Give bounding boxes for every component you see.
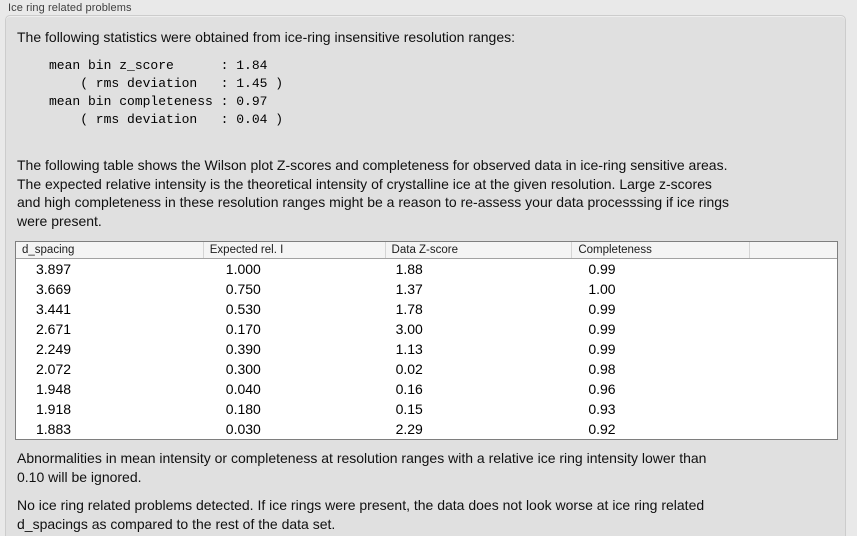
description-text: The following table shows the Wilson plo… <box>17 157 730 229</box>
table-header-row: d_spacing Expected rel. I Data Z-score Comp… <box>16 242 837 259</box>
column-header-d-spacing[interactable]: d_spacing <box>16 242 204 258</box>
table-cell: 2.671 <box>36 321 72 337</box>
table-cell: 3.669 <box>36 281 72 297</box>
table-cell: 1.000 <box>225 261 261 277</box>
table-cell <box>750 299 837 319</box>
table-cell: 0.98 <box>588 361 616 377</box>
table-row[interactable]: 2.072 0.300 0.02 0.98 <box>16 359 837 379</box>
table-body: 3.897 1.000 1.88 0.99 3.669 0.750 1.37 1.00 3.44… <box>16 259 837 439</box>
column-header-completeness[interactable]: Completeness <box>572 242 751 258</box>
column-header-spacer[interactable] <box>750 242 837 258</box>
table-row[interactable]: 2.249 0.390 1.13 0.99 <box>16 339 837 359</box>
table-row[interactable]: 1.948 0.040 0.16 0.96 <box>16 379 837 399</box>
table-cell: 0.16 <box>395 381 423 397</box>
table-cell: 0.530 <box>225 301 261 317</box>
table-cell: 0.170 <box>225 321 261 337</box>
table-cell <box>750 279 837 299</box>
table-cell: 2.29 <box>395 421 423 437</box>
note-conclusion: No ice ring related problems detected. I… <box>17 497 705 532</box>
table-cell: 1.948 <box>36 381 72 397</box>
table-cell: 0.390 <box>225 341 261 357</box>
note-ignored-threshold: Abnormalities in mean intensity or compl… <box>17 450 707 485</box>
table-cell: 1.88 <box>395 261 423 277</box>
table-cell <box>750 319 837 339</box>
table-cell: 0.99 <box>588 301 616 317</box>
stats-block: mean bin z_score : 1.84 ( rms deviation … <box>49 58 284 127</box>
table-cell: 2.072 <box>36 361 72 377</box>
table-cell: 0.99 <box>588 321 616 337</box>
table-cell <box>750 399 837 419</box>
table-row[interactable]: 1.918 0.180 0.15 0.93 <box>16 399 837 419</box>
ice-ring-panel: The following statistics were obtained f… <box>5 15 846 536</box>
table-row[interactable]: 3.669 0.750 1.37 1.00 <box>16 279 837 299</box>
table-cell <box>750 359 837 379</box>
table-cell: 0.180 <box>225 401 261 417</box>
table-cell: 1.918 <box>36 401 72 417</box>
ice-ring-table[interactable]: d_spacing Expected rel. I Data Z-score Comp… <box>15 241 838 440</box>
table-cell <box>750 419 837 439</box>
table-cell <box>750 379 837 399</box>
table-cell: 3.00 <box>395 321 423 337</box>
table-cell: 0.96 <box>588 381 616 397</box>
table-cell: 0.99 <box>588 261 616 277</box>
table-cell: 1.37 <box>395 281 423 297</box>
table-cell: 0.02 <box>395 361 423 377</box>
table-row[interactable]: 1.883 0.030 2.29 0.92 <box>16 419 837 439</box>
table-cell: 0.750 <box>225 281 261 297</box>
table-row[interactable]: 2.671 0.170 3.00 0.99 <box>16 319 837 339</box>
table-cell: 0.300 <box>225 361 261 377</box>
table-cell: 0.99 <box>588 341 616 357</box>
table-cell: 1.78 <box>395 301 423 317</box>
table-cell: 0.93 <box>588 401 616 417</box>
table-cell <box>750 259 837 279</box>
table-row[interactable]: 3.897 1.000 1.88 0.99 <box>16 259 837 279</box>
table-cell: 0.15 <box>395 401 423 417</box>
table-cell: 1.883 <box>36 421 72 437</box>
table-cell: 1.13 <box>395 341 423 357</box>
table-cell: 0.92 <box>588 421 616 437</box>
column-header-data-z-score[interactable]: Data Z-score <box>386 242 573 258</box>
table-cell <box>750 339 837 359</box>
table-cell: 0.030 <box>225 421 261 437</box>
intro-text: The following statistics were obtained f… <box>17 29 516 45</box>
table-cell: 2.249 <box>36 341 72 357</box>
table-cell: 3.897 <box>36 261 72 277</box>
column-header-expected-rel-i[interactable]: Expected rel. I <box>204 242 386 258</box>
table-cell: 0.040 <box>225 381 261 397</box>
panel-title: Ice ring related problems <box>8 2 132 14</box>
table-cell: 1.00 <box>588 281 616 297</box>
table-cell: 3.441 <box>36 301 72 317</box>
table-row[interactable]: 3.441 0.530 1.78 0.99 <box>16 299 837 319</box>
